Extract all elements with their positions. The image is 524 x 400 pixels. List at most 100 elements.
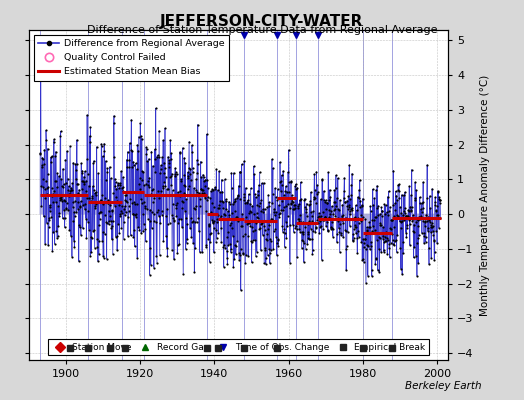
Point — [386, 225, 395, 231]
Point — [433, 203, 442, 209]
Y-axis label: Monthly Temperature Anomaly Difference (°C): Monthly Temperature Anomaly Difference (… — [481, 74, 490, 316]
Point — [336, 216, 345, 222]
Point — [307, 209, 315, 216]
Point — [41, 240, 49, 247]
Point — [407, 208, 415, 214]
Point — [56, 197, 64, 204]
Point — [137, 133, 145, 140]
Point — [350, 226, 358, 232]
Point — [63, 148, 71, 154]
Point — [370, 195, 378, 201]
Point — [261, 247, 270, 254]
Point — [366, 246, 374, 252]
Point — [169, 200, 177, 207]
Point — [346, 206, 355, 212]
Point — [280, 225, 289, 232]
Point — [351, 214, 359, 220]
Point — [42, 136, 50, 143]
Point — [408, 216, 417, 222]
Point — [245, 191, 253, 197]
Point — [193, 189, 201, 195]
Point — [159, 137, 167, 144]
Point — [312, 168, 321, 175]
Point — [358, 203, 366, 209]
Point — [84, 208, 93, 214]
Point — [318, 176, 326, 182]
Point — [228, 225, 236, 232]
Point — [432, 207, 441, 214]
Point — [88, 192, 96, 199]
Point — [44, 242, 52, 248]
Point — [162, 212, 170, 219]
Point — [416, 216, 424, 222]
Point — [52, 148, 60, 155]
Point — [383, 234, 391, 241]
Point — [129, 162, 138, 168]
Point — [391, 188, 400, 194]
Point — [126, 196, 134, 202]
Point — [398, 192, 406, 198]
Point — [390, 238, 399, 244]
Point — [148, 208, 156, 215]
Point — [175, 241, 183, 248]
Point — [131, 212, 139, 218]
Point — [320, 188, 328, 194]
Point — [150, 264, 158, 271]
Point — [362, 231, 370, 237]
Point — [85, 226, 93, 233]
Point — [314, 210, 323, 216]
Point — [266, 236, 275, 242]
Point — [231, 198, 239, 204]
Point — [307, 189, 315, 195]
Point — [202, 208, 210, 214]
Point — [144, 182, 152, 188]
Point — [205, 259, 214, 265]
Point — [64, 187, 72, 194]
Point — [311, 229, 320, 235]
Point — [374, 202, 382, 209]
Point — [119, 174, 127, 180]
Point — [313, 217, 322, 223]
Point — [417, 215, 425, 221]
Point — [400, 208, 409, 214]
Point — [267, 216, 276, 222]
Point — [247, 259, 256, 266]
Point — [287, 179, 295, 185]
Point — [352, 202, 360, 209]
Point — [409, 212, 417, 219]
Point — [178, 198, 186, 204]
Point — [95, 216, 104, 222]
Point — [394, 187, 402, 193]
Point — [431, 202, 440, 208]
Point — [198, 189, 206, 196]
Point — [255, 203, 263, 210]
Point — [253, 214, 261, 220]
Point — [79, 178, 88, 184]
Point — [166, 220, 174, 226]
Point — [270, 212, 279, 218]
Point — [352, 224, 361, 230]
Point — [340, 188, 348, 194]
Point — [226, 222, 234, 228]
Point — [51, 178, 59, 184]
Point — [62, 180, 70, 186]
Point — [128, 148, 136, 154]
Point — [125, 202, 133, 209]
Point — [169, 215, 178, 221]
Point — [355, 186, 363, 193]
Point — [144, 216, 152, 222]
Point — [92, 189, 100, 195]
Point — [316, 224, 324, 230]
Point — [183, 172, 192, 179]
Point — [404, 206, 412, 213]
Point — [252, 194, 260, 200]
Point — [308, 251, 316, 258]
Point — [193, 157, 201, 163]
Point — [418, 230, 426, 236]
Point — [186, 166, 194, 173]
Point — [124, 233, 132, 239]
Point — [298, 236, 306, 243]
Point — [357, 238, 366, 245]
Point — [425, 193, 434, 199]
Point — [166, 174, 174, 180]
